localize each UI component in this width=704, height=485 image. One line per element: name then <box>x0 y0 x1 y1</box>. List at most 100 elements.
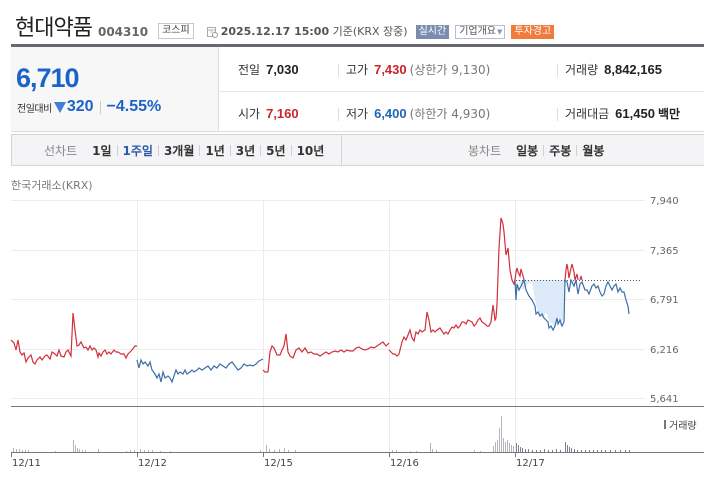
stock-name: 현대약품 <box>15 16 93 41</box>
timestamp: 2025.12.17 15:00 기준(KRX 장중) <box>221 23 408 39</box>
title-row: 현대약품 004310 코스피 2025.12.17 15:00 기준(KRX … <box>15 12 555 42</box>
price-line-1217 <box>514 278 630 332</box>
amount-unit: 백만 <box>657 107 681 121</box>
prev-close: 전일 7,030 <box>238 61 299 78</box>
y-axis-labels: 7,940 7,365 6,791 6,216 5,641 <box>650 196 679 405</box>
amount-label: 거래대금 <box>565 107 610 121</box>
volume-label: 거래량 <box>565 63 599 77</box>
candle-chart-tabs: 봉차트 일봉 주봉 월봉 <box>468 135 609 165</box>
amount-value: 61,450 <box>615 106 655 121</box>
company-overview-label: 기업개요 <box>459 26 496 37</box>
price-line-1217-up2 <box>564 263 579 281</box>
investment-warning-badge[interactable]: 투자경고 <box>511 25 555 39</box>
tab-weekly-candle[interactable]: 주봉 <box>549 143 572 158</box>
tabs-divider <box>341 135 342 165</box>
realtime-button[interactable]: 실시간 <box>415 25 450 39</box>
open-value: 7,160 <box>266 106 299 121</box>
x-tick: 12/15 <box>264 458 293 469</box>
header-divider <box>11 44 704 47</box>
line-chart-tabs: 선차트 1일 1주일 3개월 1년 3년 5년 10년 <box>44 135 329 165</box>
tab-daily-candle[interactable]: 일봉 <box>516 143 539 158</box>
divider <box>338 64 339 77</box>
exchange-label: 한국거래소(KRX) <box>11 179 93 192</box>
market-badge: 코스피 <box>158 23 194 39</box>
upper-limit: (상한가 9,130) <box>409 63 491 77</box>
open-label: 시가 <box>238 107 261 121</box>
date-text: 2025.12.17 15:00 <box>220 25 330 38</box>
divider <box>99 100 101 114</box>
divider <box>229 144 231 156</box>
divider <box>576 144 578 156</box>
tab-1week[interactable]: 1주일 <box>122 143 153 158</box>
divider <box>116 144 118 156</box>
price-line-1216 <box>388 217 516 357</box>
divider <box>543 144 545 156</box>
tab-3months[interactable]: 3개월 <box>163 143 195 158</box>
tab-3years[interactable]: 3년 <box>235 143 256 158</box>
y-tick: 6,791 <box>650 295 679 306</box>
divider <box>199 144 201 156</box>
grid-lines <box>11 200 645 452</box>
change-value: 320 <box>66 98 94 115</box>
divider <box>557 108 558 121</box>
price-line-1211 <box>10 312 137 366</box>
divider <box>260 144 262 156</box>
x-axis-ticks <box>11 452 516 457</box>
volume-swatch-icon <box>664 420 666 429</box>
prev-close-value: 7,030 <box>266 62 299 77</box>
basis-text: 기준(KRX 장중) <box>332 25 408 38</box>
x-tick: 12/12 <box>138 458 167 469</box>
y-tick: 7,940 <box>650 196 679 207</box>
tab-1year[interactable]: 1년 <box>205 143 225 158</box>
prev-close-label: 전일 <box>238 63 261 77</box>
tab-1day[interactable]: 1일 <box>92 143 112 158</box>
y-tick: 5,641 <box>650 394 679 405</box>
y-tick: 7,365 <box>650 246 679 257</box>
x-tick: 12/17 <box>516 458 545 469</box>
open-price: 시가 7,160 <box>238 105 299 122</box>
volume-legend: 거래량 <box>664 417 697 432</box>
section-divider <box>11 131 704 132</box>
price-line-1215 <box>262 333 390 373</box>
x-tick: 12/16 <box>390 458 419 469</box>
volume: 거래량 8,842,165 <box>565 61 662 78</box>
high-value: 7,430 <box>374 62 407 77</box>
tab-10years[interactable]: 10년 <box>296 143 325 158</box>
chevron-down-icon: ▼ <box>497 28 503 36</box>
company-overview-dropdown[interactable]: 기업개요▼ <box>455 25 506 39</box>
row-divider <box>220 91 704 92</box>
price-summary: 6,710 전일대비 320 −4.55% <box>11 47 219 131</box>
change-percent: −4.55% <box>106 98 162 115</box>
trading-amount: 거래대금 61,450 백만 <box>565 105 680 122</box>
stock-code: 004310 <box>97 25 149 39</box>
chart-tabs-bar: 선차트 1일 1주일 3개월 1년 3년 5년 10년 봉차트 일봉 주봉 월봉 <box>11 134 704 166</box>
price-chart[interactable]: 7,940 7,365 6,791 6,216 5,641 <box>0 190 704 485</box>
low-value: 6,400 <box>374 106 407 121</box>
y-tick: 6,216 <box>650 345 679 356</box>
lower-limit: (하한가 4,930) <box>409 107 491 121</box>
price-line-1212 <box>136 358 264 384</box>
calendar-clock-icon <box>206 27 218 38</box>
high-price: 고가 7,430 (상한가 9,130) <box>346 61 490 78</box>
high-label: 고가 <box>346 63 369 77</box>
volume-legend-label: 거래량 <box>669 421 697 432</box>
divider <box>157 144 159 156</box>
change-label: 전일대비 <box>17 103 52 115</box>
x-axis-labels: 12/11 12/12 12/15 12/16 12/17 <box>12 458 545 469</box>
low-price: 저가 6,400 (하한가 4,930) <box>346 105 490 122</box>
divider <box>338 108 339 121</box>
candle-chart-label: 봉차트 <box>468 143 502 158</box>
divider <box>290 144 292 156</box>
divider <box>557 64 558 77</box>
down-triangle-icon <box>53 101 66 113</box>
price-line-1217-up <box>514 267 525 281</box>
volume-bars-today <box>516 442 630 452</box>
x-tick: 12/11 <box>12 458 41 469</box>
tab-monthly-candle[interactable]: 월봉 <box>582 143 605 158</box>
current-price: 6,710 <box>16 63 80 93</box>
tab-5years[interactable]: 5년 <box>266 143 286 158</box>
low-label: 저가 <box>346 107 369 121</box>
line-chart-label: 선차트 <box>44 143 78 158</box>
price-info-grid: 전일 7,030 고가 7,430 (상한가 9,130) 거래량 8,842,… <box>220 47 704 131</box>
volume-bars <box>13 416 514 452</box>
